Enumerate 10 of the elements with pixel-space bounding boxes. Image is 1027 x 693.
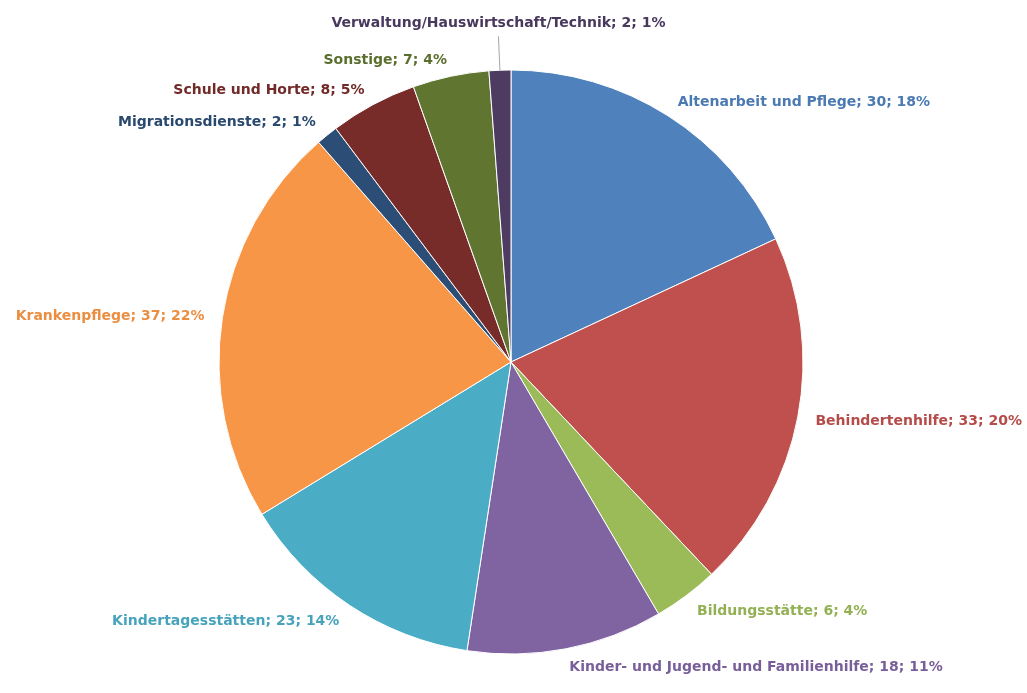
- slice-label: Bildungsstätte; 6; 4%: [696, 601, 868, 618]
- slice-label: Kindertagesstätten; 23; 14%: [112, 612, 340, 629]
- slice-label: Behindertenhilfe; 33; 20%: [815, 412, 1023, 429]
- slice-label: Krankenpflege; 37; 22%: [15, 307, 205, 324]
- slice-label: Verwaltung/Hauswirtschaft/Technik; 2; 1%: [331, 14, 666, 31]
- slice-label: Schule und Horte; 8; 5%: [173, 80, 365, 97]
- slice-label: Kinder- und Jugend- und Familienhilfe; 18; 11%: [569, 658, 943, 675]
- slice-label: Altenarbeit und Pflege; 30; 18%: [677, 92, 931, 109]
- slice-label: Migrationsdienste; 2; 1%: [117, 113, 316, 130]
- slice-label: Sonstige; 7; 4%: [323, 50, 447, 67]
